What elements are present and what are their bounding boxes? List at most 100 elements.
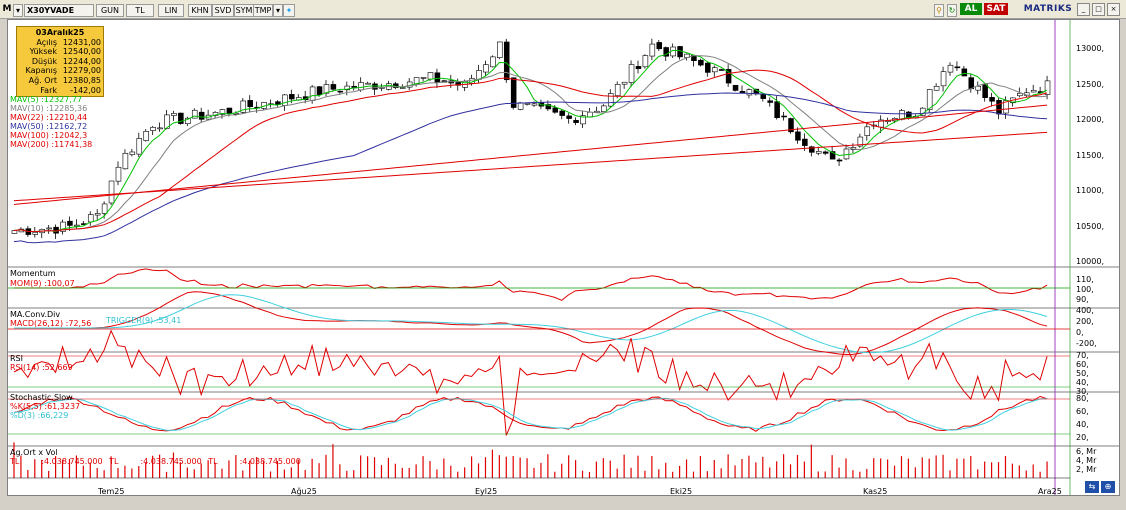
khn-button[interactable]: KHN	[188, 4, 212, 17]
candle-body	[989, 97, 995, 102]
sell-button[interactable]: SAT	[984, 3, 1008, 15]
candle-body	[739, 91, 746, 94]
candle-body	[607, 93, 614, 107]
volume-title: Ag.Ort x Vol	[10, 448, 58, 457]
symbol-dropdown-icon[interactable]: ▾	[13, 4, 23, 17]
candle-body	[573, 119, 579, 123]
candle-body	[705, 62, 711, 73]
minimize-icon[interactable]: _	[1077, 3, 1090, 16]
trigger-value: 53,41	[158, 316, 182, 325]
price-axis-label: 12000,	[1076, 115, 1104, 124]
price-chart-svg[interactable]	[8, 20, 1119, 495]
mav50-line	[13, 92, 1048, 244]
sym-button[interactable]: SYM	[234, 4, 254, 17]
candle-body	[136, 138, 143, 155]
symbol-field[interactable]: X30YVADE	[24, 4, 94, 17]
svd-button[interactable]: SVD	[212, 4, 234, 17]
candle-body	[642, 55, 649, 68]
price-axis-label: 11500,	[1076, 150, 1104, 160]
price-axis-label: 11000,	[1076, 186, 1104, 195]
candle-body	[663, 47, 669, 57]
candle-body	[178, 112, 184, 124]
lin-button[interactable]: LIN	[158, 4, 184, 17]
candle-body	[857, 136, 864, 147]
candle-body	[191, 109, 198, 119]
momentum-axis-label: 100,	[1076, 285, 1094, 294]
candle-body	[94, 213, 101, 216]
info-row: Düşük 12244,00	[19, 57, 101, 67]
candle-body	[843, 148, 850, 160]
candle-body	[60, 221, 66, 232]
macd-value: 72,56	[68, 319, 92, 328]
mav10-line	[13, 55, 1048, 233]
candle-body	[524, 103, 531, 105]
month-label: Ağu25	[291, 487, 317, 496]
candle-body	[649, 43, 656, 57]
candle-body	[323, 84, 330, 94]
price-axis-label: 13000,	[1076, 44, 1104, 53]
twitter-icon[interactable]: ✦	[283, 4, 295, 17]
momentum-axis-label: 90,	[1076, 295, 1089, 304]
price-axis-label: 10500,	[1076, 221, 1104, 231]
candle-body	[746, 89, 753, 96]
buy-button[interactable]: AL	[960, 3, 982, 15]
candle-body	[614, 84, 621, 96]
chart-area[interactable]: 03Aralık25 Açılış 12431,00 Yüksek 12540,00…	[7, 19, 1120, 496]
matriks-logo-icon: M	[2, 4, 12, 14]
momentum-label: MOM(9)	[10, 279, 42, 288]
candle-body	[330, 84, 337, 90]
scroll-left-icon[interactable]: ⇆	[1085, 481, 1099, 493]
candle-body	[427, 72, 434, 80]
link-icon[interactable]: ⚲	[934, 4, 944, 17]
vol-label: TL	[109, 457, 119, 466]
vol-value: :	[41, 457, 45, 466]
info-value: 12540,00	[62, 47, 101, 57]
period-button[interactable]: GUN	[96, 4, 124, 17]
matriks-brand: MATRIKS	[1023, 4, 1073, 14]
info-row: Fark -142,00	[19, 86, 101, 96]
tmp-button[interactable]: TMP	[253, 4, 273, 17]
momentum-axis-label: 110,	[1076, 275, 1094, 284]
month-label: Ara25	[1038, 487, 1062, 496]
close-icon[interactable]: ×	[1107, 3, 1120, 16]
candle-body	[157, 127, 163, 130]
candle-body	[420, 77, 427, 79]
info-row: Ağ. Ort 12380,85	[19, 76, 101, 86]
candle-body	[372, 83, 378, 90]
macd-axis-label: 0,	[1076, 328, 1084, 337]
macd-line	[14, 291, 1048, 355]
candle-body	[510, 77, 517, 108]
currency-button[interactable]: TL	[126, 4, 154, 17]
rsi-legend: RSI(14) :52,669	[10, 363, 73, 372]
candle-body	[46, 227, 52, 230]
tmp-dropdown-icon[interactable]: ▾	[273, 4, 283, 17]
candle-body	[760, 93, 767, 99]
zoom-icon[interactable]: ⊕	[1101, 481, 1115, 493]
candle-body	[545, 104, 552, 110]
candle-body	[954, 66, 961, 69]
rsi-axis-label: 50,	[1076, 369, 1089, 378]
chart-toolbar: M ▾ X30YVADE GUN TL LIN KHN SVD SYM TMP …	[0, 0, 1126, 19]
ohlc-info-box: 03Aralık25 Açılış 12431,00 Yüksek 12540,00…	[16, 26, 104, 98]
rsi-value: 52,669	[44, 363, 73, 372]
vol-label: TL	[10, 457, 20, 466]
volume-axis-label: 2, Mr	[1076, 465, 1097, 474]
candle-body	[483, 64, 489, 73]
maximize-icon[interactable]: □	[1092, 3, 1105, 16]
candle-body	[74, 224, 80, 227]
candle-body	[975, 85, 981, 91]
trigger-label: TRIGGER(9)	[106, 316, 154, 325]
candle-body	[497, 41, 503, 58]
candle-body	[836, 159, 843, 162]
volume-legend: TL:4.038.745.000 TL:4.038.745.000 TL:4.0…	[10, 457, 301, 466]
macd-label: MACD(26,12)	[10, 319, 64, 328]
stoch-axis-label: 60,	[1076, 407, 1089, 416]
stoch-d-value: 66,229	[40, 411, 69, 420]
refresh-icon[interactable]: ↻	[947, 4, 957, 17]
info-label: Açılış	[36, 37, 57, 47]
vol-value: 4.038.745.000	[143, 457, 202, 466]
candle-body	[365, 82, 371, 85]
candle-body	[247, 100, 253, 107]
stoch-title: Stochastic.Slow	[10, 393, 73, 402]
candle-body	[601, 105, 607, 112]
